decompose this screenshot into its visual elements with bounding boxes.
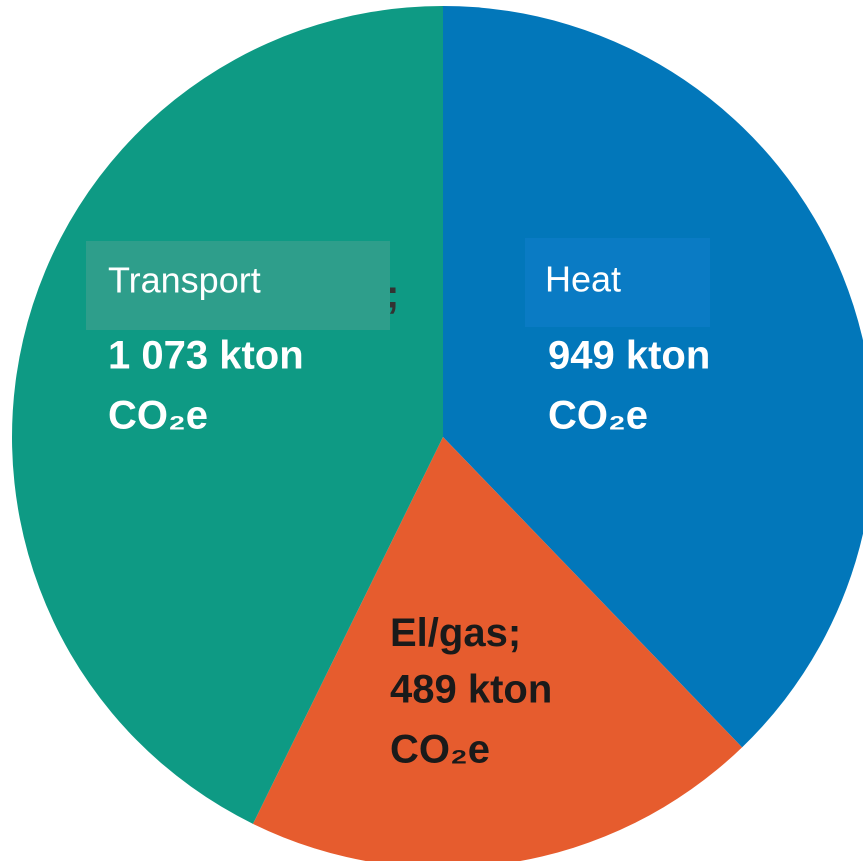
unit-label: CO₂e — [548, 394, 648, 438]
unit-label: CO₂e — [108, 394, 208, 438]
label-box — [86, 241, 390, 330]
category-label: El/gas; — [390, 611, 521, 655]
pie-slice — [443, 6, 863, 748]
category-label: Transport — [108, 260, 261, 301]
pie-slice — [252, 437, 743, 861]
value-label: 949 kton — [548, 334, 710, 378]
separator: ; — [508, 611, 521, 655]
unit-label: CO₂e — [390, 728, 490, 772]
category-name: El/gas — [390, 611, 508, 655]
value-label: 489 kton — [390, 668, 552, 712]
label-box — [525, 238, 710, 327]
pie-slice — [12, 6, 443, 824]
value-label: 1 073 kton — [108, 334, 304, 378]
category-label: Heat — [545, 259, 621, 300]
